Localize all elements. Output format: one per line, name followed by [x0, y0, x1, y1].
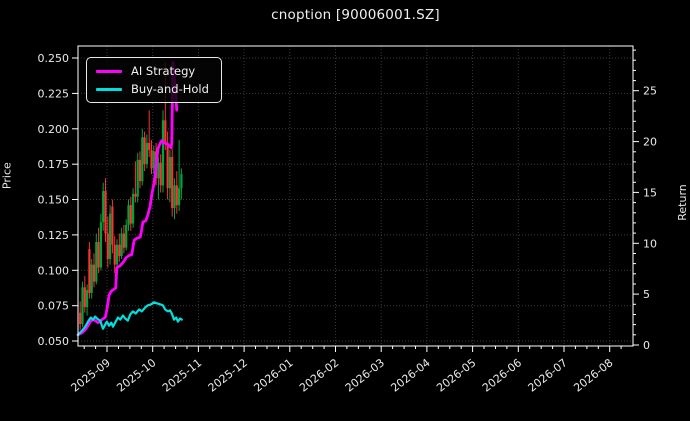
svg-text:2025-09: 2025-09: [69, 356, 113, 395]
svg-text:2026-07: 2026-07: [526, 356, 570, 395]
buy-and-hold-line: [76, 301, 183, 336]
candlestick-series: [79, 62, 183, 330]
svg-text:5: 5: [643, 288, 650, 301]
buy-and-hold-line-swatch: [96, 87, 122, 91]
svg-text:0.100: 0.100: [38, 264, 70, 277]
svg-text:2026-01: 2026-01: [251, 356, 295, 395]
svg-text:0.225: 0.225: [38, 87, 70, 100]
y-axis-left: 0.050 0.075 0.100 0.125 0.150 0.175 0.200 0.225…: [38, 52, 78, 348]
svg-text:2026-05: 2026-05: [434, 356, 478, 395]
svg-text:0.050: 0.050: [38, 335, 70, 348]
ai-strategy-line: [76, 60, 179, 337]
legend-label-buy-and-hold: Buy-and-Hold: [131, 82, 209, 96]
svg-text:2026-03: 2026-03: [343, 356, 387, 395]
ai-strategy-line-swatch: [96, 69, 122, 73]
plot-border: [77, 45, 634, 347]
svg-text:0.175: 0.175: [38, 158, 70, 171]
svg-text:0: 0: [643, 339, 650, 352]
legend-label-ai-strategy: AI Strategy: [131, 64, 196, 78]
svg-text:2026-06: 2026-06: [480, 356, 524, 395]
svg-text:0.075: 0.075: [38, 300, 70, 313]
svg-text:2026-02: 2026-02: [297, 356, 341, 395]
svg-text:2026-04: 2026-04: [389, 356, 433, 395]
x-axis: 2025-09 2025-10 2025-11 2025-12 2026-01 2026-…: [69, 346, 622, 395]
svg-text:0.125: 0.125: [38, 229, 70, 242]
svg-text:2025-12: 2025-12: [206, 356, 250, 395]
svg-text:2026-08: 2026-08: [571, 356, 615, 395]
chart-title: cnoption [90006001.SZ]: [271, 7, 440, 23]
svg-text:2025-10: 2025-10: [114, 356, 158, 395]
svg-text:0.250: 0.250: [38, 52, 70, 65]
svg-text:15: 15: [643, 186, 657, 199]
svg-text:0.150: 0.150: [38, 194, 70, 207]
svg-text:2025-11: 2025-11: [160, 356, 204, 395]
legend-item-ai-strategy: AI Strategy: [96, 64, 209, 78]
legend: AI Strategy Buy-and-Hold: [86, 57, 222, 103]
svg-text:25: 25: [643, 85, 657, 98]
legend-item-buy-and-hold: Buy-and-Hold: [96, 82, 209, 96]
y-axis-right: 0 5 10 15 20 25: [633, 49, 657, 352]
svg-text:0.200: 0.200: [38, 123, 70, 136]
svg-text:20: 20: [643, 136, 657, 149]
svg-text:10: 10: [643, 237, 657, 250]
